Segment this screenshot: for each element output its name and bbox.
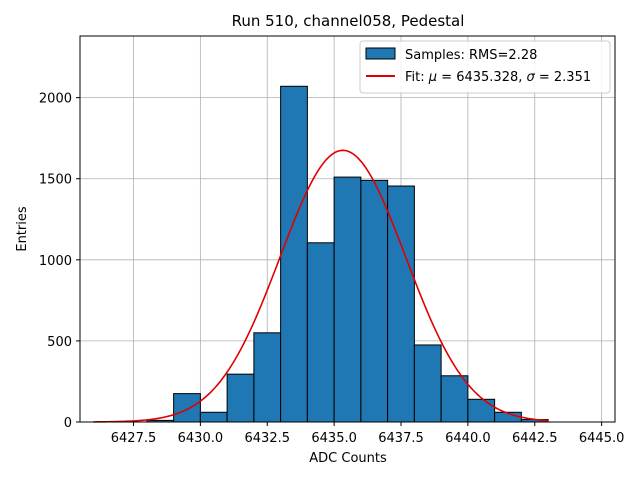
x-tick-label: 6430.0 [178,431,224,446]
legend-fit-sigma-value: = 2.351 [535,70,591,85]
y-tick-label: 2000 [39,92,72,107]
histogram-bar [360,179,389,423]
histogram-bar [280,85,308,423]
histogram-bar [306,242,335,423]
x-tick-label: 6432.5 [245,431,291,446]
legend-box [359,40,611,94]
histogram-bar [387,185,415,423]
histogram-bar [440,375,469,423]
histogram-bar [333,176,362,423]
y-axis-label: Entries [15,206,30,252]
histogram-bar [253,332,282,423]
y-axis-ticks: 0 500 1000 1500 2000 [39,92,80,431]
histogram-bar [199,411,228,423]
histogram-bars [146,85,549,423]
x-tick-label: 6427.5 [111,431,157,446]
fit-curve-group [93,149,549,423]
y-tick-label: 500 [47,335,72,350]
legend-fit-prefix: Fit: [405,70,429,85]
x-tick-label: 6435.0 [311,431,357,446]
y-tick-label: 0 [64,416,72,431]
histogram-bar [467,398,496,423]
legend-histogram-swatch [365,47,396,60]
plot-frame [79,35,616,423]
x-axis-label: ADC Counts [309,451,387,466]
legend-histogram-label: Samples: RMS=2.28 [405,48,537,63]
x-tick-label: 6445.0 [579,431,625,446]
legend-fit-label: Fit: μ = 6435.328, σ = 2.351 [405,70,591,85]
fit-curve [93,149,549,423]
histogram-bar [173,393,201,423]
legend-fit-mu-value: = 6435.328, [437,70,526,85]
y-tick-label: 1500 [39,173,72,188]
x-axis-ticks: 6427.5 6430.0 6432.5 6435.0 6437.5 6440.0 6442… [111,422,625,446]
histogram-bar [226,373,255,423]
x-tick-label: 6437.5 [378,431,424,446]
histogram-bar [413,344,442,423]
chart-title: Run 510, channel058, Pedestal [232,12,465,30]
y-tick-label: 1000 [39,254,72,269]
x-tick-label: 6440.0 [445,431,491,446]
legend-fit-sigma-symbol: σ [527,70,536,85]
x-tick-label: 6442.5 [512,431,558,446]
legend: Samples: RMS=2.28 Fit: μ = 6435.328, σ =… [359,40,611,94]
legend-fit-mu-symbol: μ [428,70,437,85]
